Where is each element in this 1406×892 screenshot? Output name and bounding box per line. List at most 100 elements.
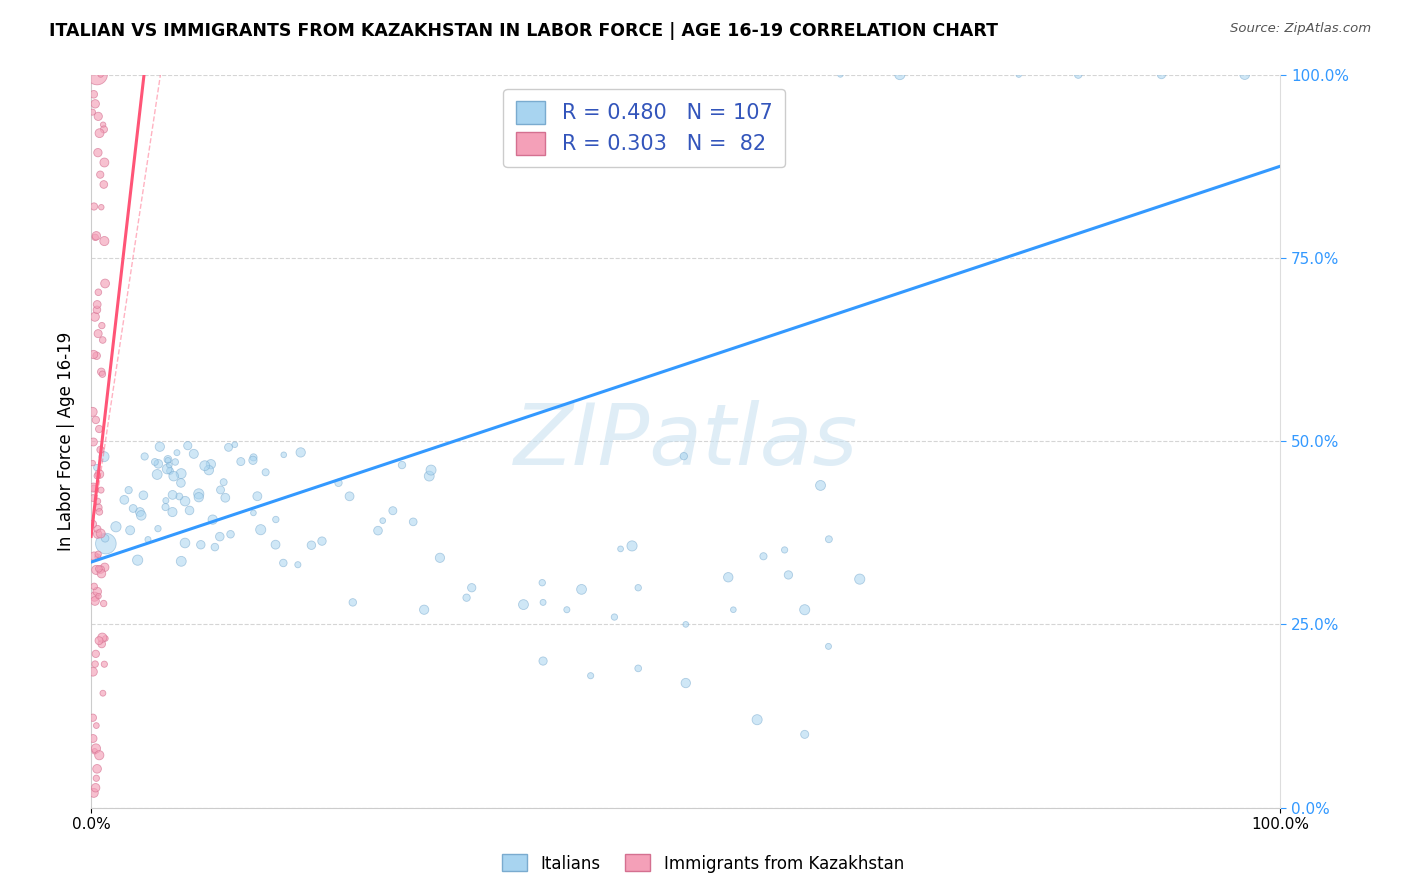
Point: [157, 458, 180, 472]
Point: [89, 505, 111, 519]
Point: [86, 468, 108, 483]
Point: [86, 302, 108, 317]
Point: [91, 686, 114, 700]
Point: [83, 744, 105, 758]
Point: [170, 554, 193, 568]
Point: [93, 450, 115, 464]
Point: [723, 603, 745, 617]
Point: [86, 762, 108, 776]
Point: [90, 365, 112, 379]
Point: [82, 491, 104, 505]
Point: [94, 632, 117, 646]
Point: [264, 512, 287, 526]
Point: [1233, 68, 1256, 82]
Point: [778, 568, 800, 582]
Point: [86, 297, 108, 311]
Point: [84, 413, 107, 427]
Point: [84, 563, 107, 577]
Point: [609, 541, 631, 556]
Point: [84, 657, 107, 672]
Point: [621, 539, 644, 553]
Point: [209, 483, 232, 497]
Point: [86, 718, 108, 732]
Point: [89, 442, 111, 457]
Point: [87, 562, 110, 576]
Point: [93, 657, 115, 672]
Point: [84, 647, 107, 661]
Point: [87, 589, 110, 603]
Point: [246, 489, 269, 503]
Point: [104, 520, 127, 534]
Point: [112, 492, 135, 507]
Point: [752, 549, 775, 564]
Point: [273, 556, 295, 570]
Point: [87, 326, 110, 341]
Point: [89, 422, 111, 436]
Point: [555, 603, 578, 617]
Point: [675, 617, 697, 632]
Point: [242, 450, 264, 465]
Point: [402, 515, 425, 529]
Point: [93, 122, 115, 136]
Point: [87, 285, 110, 300]
Point: [793, 727, 815, 741]
Point: [91, 631, 114, 645]
Point: [187, 490, 209, 504]
Point: [84, 780, 107, 795]
Point: [429, 550, 451, 565]
Point: [830, 68, 852, 82]
Point: [156, 453, 179, 467]
Point: [208, 530, 231, 544]
Point: [1008, 68, 1031, 82]
Point: [91, 118, 114, 132]
Point: [413, 603, 436, 617]
Point: [179, 503, 201, 517]
Point: [132, 488, 155, 502]
Point: [339, 489, 361, 503]
Point: [1150, 68, 1173, 82]
Point: [82, 481, 104, 495]
Point: [818, 533, 841, 547]
Point: [420, 463, 443, 477]
Point: [90, 68, 112, 82]
Point: [93, 234, 115, 248]
Point: [717, 570, 740, 584]
Point: [127, 553, 149, 567]
Point: [371, 514, 394, 528]
Point: [571, 582, 593, 597]
Point: [273, 448, 295, 462]
Point: [170, 467, 193, 481]
Point: [93, 178, 115, 192]
Point: [460, 581, 482, 595]
Point: [889, 68, 911, 82]
Point: [165, 455, 187, 469]
Legend: Italians, Immigrants from Kazakhstan: Italians, Immigrants from Kazakhstan: [495, 847, 911, 880]
Point: [627, 661, 650, 675]
Point: [249, 523, 271, 537]
Point: [89, 168, 111, 182]
Point: [86, 771, 108, 785]
Point: [418, 469, 440, 483]
Point: [143, 455, 166, 469]
Point: [89, 126, 111, 140]
Point: [146, 522, 169, 536]
Point: [162, 505, 184, 519]
Point: [82, 435, 104, 450]
Point: [159, 464, 181, 478]
Point: [86, 228, 108, 243]
Point: [169, 490, 191, 504]
Point: [242, 506, 264, 520]
Point: [201, 513, 224, 527]
Text: ITALIAN VS IMMIGRANTS FROM KAZAKHSTAN IN LABOR FORCE | AGE 16-19 CORRELATION CHA: ITALIAN VS IMMIGRANTS FROM KAZAKHSTAN IN…: [49, 22, 998, 40]
Point: [90, 318, 112, 333]
Point: [94, 277, 117, 291]
Point: [163, 469, 186, 483]
Point: [86, 527, 108, 541]
Point: [82, 517, 104, 532]
Point: [84, 230, 107, 244]
Point: [82, 105, 104, 120]
Point: [86, 494, 108, 508]
Point: [87, 549, 110, 564]
Point: [84, 594, 107, 608]
Point: [149, 440, 172, 454]
